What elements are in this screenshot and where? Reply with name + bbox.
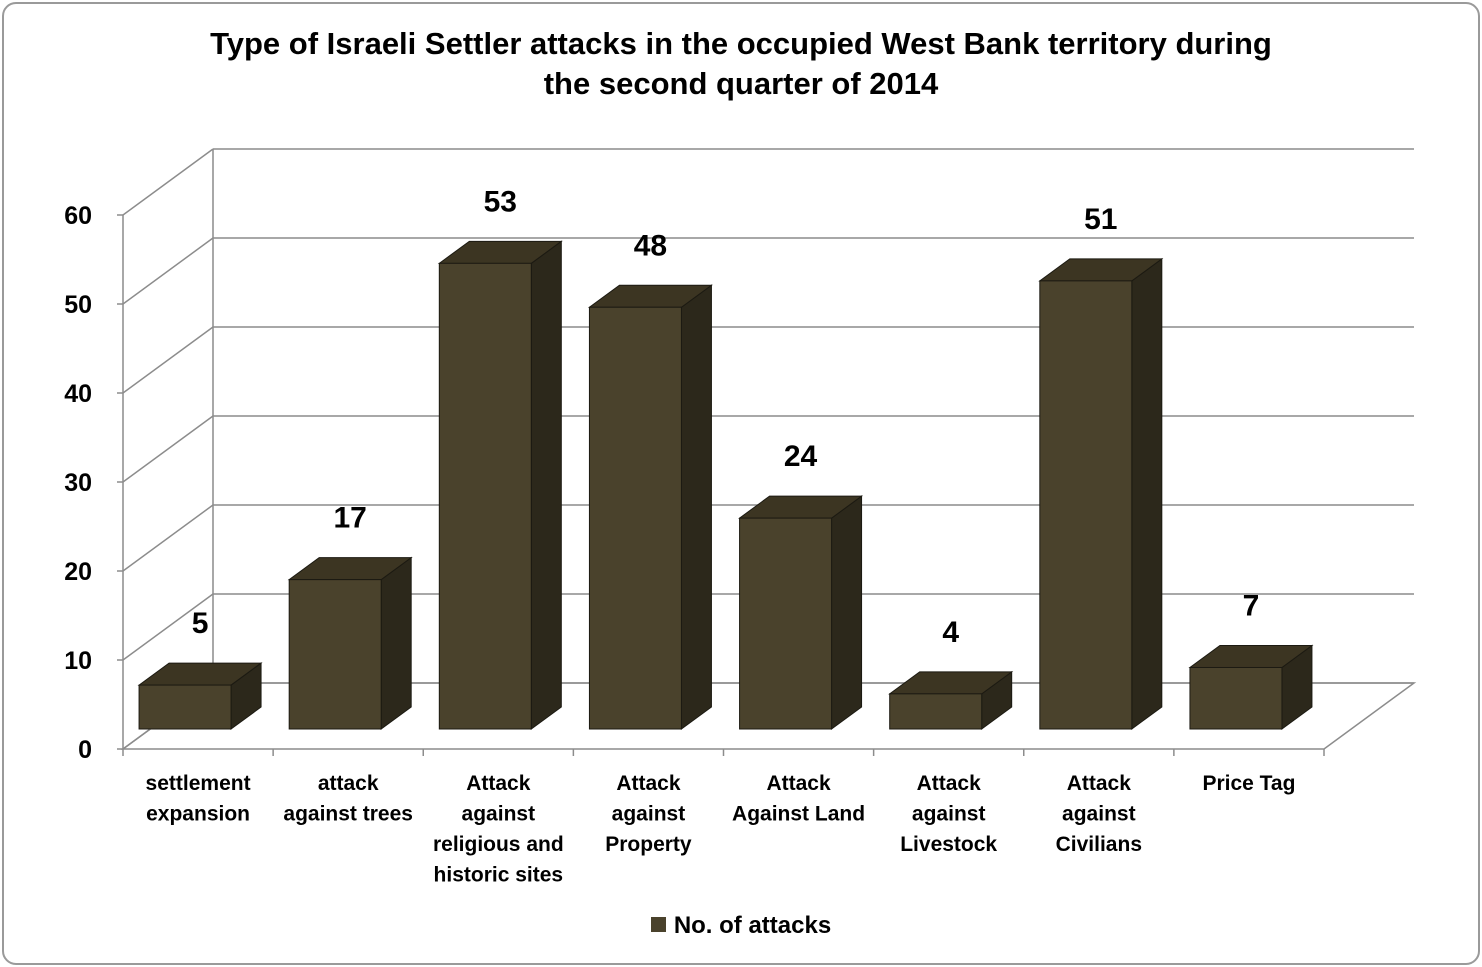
y-tick-label-0: 0 <box>78 736 92 764</box>
side-gridline-20 <box>122 504 214 572</box>
bar-side-3 <box>680 284 712 730</box>
bar-side-4 <box>831 495 863 730</box>
data-label-3: 48 <box>634 229 667 262</box>
y-tick-label-30: 30 <box>64 469 92 497</box>
x-tick-label-5: Attack against Livestock <box>900 772 997 856</box>
chart-title-line-1: Type of Israeli Settler attacks in the o… <box>210 26 1272 61</box>
x-tick-label-7: Price Tag <box>1202 772 1295 795</box>
data-label-4: 24 <box>784 440 818 473</box>
y-tick-label-10: 10 <box>64 647 92 675</box>
side-gridline-60 <box>122 148 214 216</box>
x-tick-label-4: Attack Against Land <box>732 772 865 826</box>
x-tick-label-0: settlement expansion <box>146 772 251 826</box>
bar-0 <box>138 684 232 730</box>
bar-side-1 <box>380 556 412 730</box>
bar-5 <box>889 693 983 730</box>
side-gridline-10 <box>122 593 214 661</box>
side-gridline-50 <box>122 237 214 305</box>
bar-6 <box>1039 280 1133 730</box>
legend-label: No. of attacks <box>673 912 832 939</box>
bar-2 <box>438 262 532 730</box>
data-label-6: 51 <box>1084 203 1117 236</box>
bar-7 <box>1189 666 1283 730</box>
data-label-0: 5 <box>192 607 209 640</box>
side-gridline-40 <box>122 326 214 394</box>
bar-side-6 <box>1131 257 1163 730</box>
y-tick-label-20: 20 <box>64 558 92 586</box>
bar-side-2 <box>530 240 562 730</box>
y-tick-label-50: 50 <box>64 291 92 319</box>
bar-1 <box>288 579 382 730</box>
data-label-5: 4 <box>942 616 959 649</box>
side-gridline-30 <box>122 415 214 483</box>
y-tick-label-40: 40 <box>64 380 92 408</box>
data-label-2: 53 <box>484 185 517 218</box>
data-label-1: 17 <box>334 502 367 535</box>
bar-3 <box>588 306 682 730</box>
x-tick-label-3: Attack against Property <box>605 772 692 856</box>
x-tick-label-1: attack against trees <box>283 772 413 826</box>
y-tick-label-60: 60 <box>64 202 92 230</box>
legend: No. of attacks <box>0 912 1482 940</box>
legend-swatch <box>650 917 666 933</box>
chart-title: Type of Israeli Settler attacks in the o… <box>0 24 1482 104</box>
x-tick-label-2: Attack against religious and historic sites <box>433 772 564 887</box>
data-label-7: 7 <box>1243 589 1260 622</box>
chart-title-line-2: the second quarter of 2014 <box>543 66 939 101</box>
x-tick-label-6: Attack against Civilians <box>1056 772 1142 856</box>
bar-4 <box>739 517 833 730</box>
